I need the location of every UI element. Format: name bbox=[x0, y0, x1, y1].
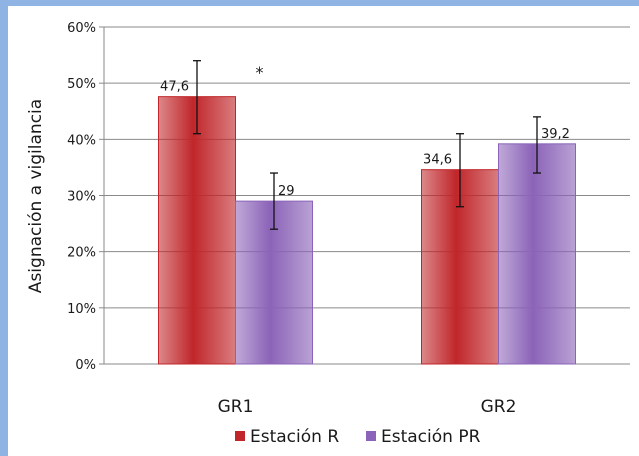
label-layer: 0% 10% 20% 30% 40% 50% 60% 47,6 29 GR1 34,6 39,2 GR2… bbox=[67, 21, 570, 417]
chart-frame: 0% 10% 20% 30% 40% 50% 60% 47,6 29 GR1 34,6 39,2 GR2… bbox=[8, 6, 639, 456]
legend-swatch bbox=[235, 431, 245, 441]
y-tick-label: 40% bbox=[67, 133, 96, 148]
legend-swatch bbox=[366, 431, 376, 441]
y-tick-label: 0% bbox=[75, 358, 96, 373]
data-label: 29 bbox=[278, 184, 295, 199]
legend-label: Estación PR bbox=[381, 427, 481, 447]
y-axis-title: Asignación a vigilancia bbox=[26, 99, 46, 293]
category-label: GR2 bbox=[481, 397, 517, 417]
legend-label: Estación R bbox=[250, 427, 339, 447]
category-label: GR1 bbox=[218, 397, 254, 417]
y-tick-label: 30% bbox=[67, 190, 96, 205]
y-tick-label: 10% bbox=[67, 302, 96, 317]
bar-chart: 0% 10% 20% 30% 40% 50% 60% 47,6 29 GR1 34,6 39,2 GR2… bbox=[26, 21, 630, 447]
y-tick-label: 20% bbox=[67, 246, 96, 261]
bar-gr2-series-2 bbox=[498, 143, 576, 365]
significance-annotation: * bbox=[256, 63, 264, 82]
bar-gr1-series-1 bbox=[158, 96, 236, 365]
data-label: 34,6 bbox=[423, 153, 452, 168]
y-tick-label: 50% bbox=[67, 77, 96, 92]
legend: Estación R Estación PR bbox=[235, 427, 481, 447]
y-tick-label: 60% bbox=[67, 21, 96, 36]
bar-layer bbox=[158, 60, 576, 365]
data-label: 47,6 bbox=[160, 80, 189, 95]
data-label: 39,2 bbox=[541, 127, 570, 142]
